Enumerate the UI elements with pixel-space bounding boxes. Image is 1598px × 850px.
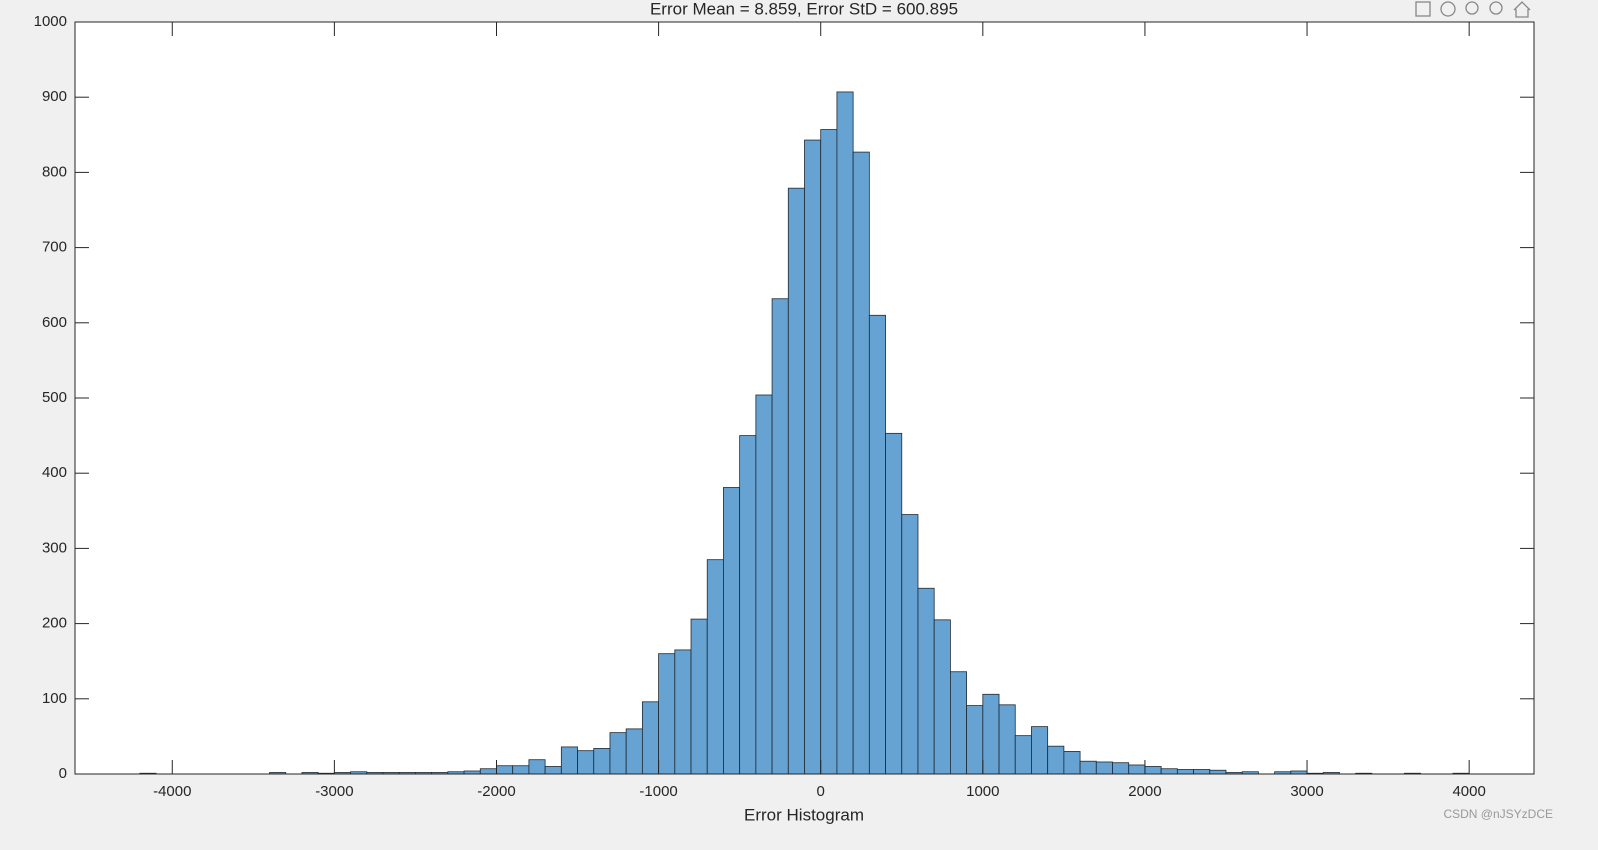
bar — [544, 766, 562, 775]
bar — [1014, 735, 1032, 775]
y-tick-label: 800 — [42, 163, 67, 180]
bar — [1095, 761, 1113, 775]
x-tick-label: 2000 — [1128, 783, 1161, 800]
toolbar-zoom-out[interactable] — [1489, 1, 1503, 15]
bar — [1160, 768, 1178, 775]
bar — [852, 151, 870, 775]
x-tick-label: 3000 — [1290, 783, 1323, 800]
y-tick-label: 300 — [42, 539, 67, 556]
bar — [820, 129, 838, 775]
bar — [723, 487, 741, 775]
x-axis-label: Error Histogram — [744, 805, 864, 824]
bar — [917, 587, 935, 775]
y-tick-label: 500 — [42, 389, 67, 406]
bar — [885, 432, 903, 775]
y-tick-label: 600 — [42, 314, 67, 331]
bar — [1209, 769, 1227, 775]
x-tick-label: -4000 — [153, 783, 191, 800]
bar — [1112, 762, 1130, 775]
bar — [593, 748, 611, 775]
bar — [868, 314, 886, 775]
bar — [739, 435, 757, 775]
bar — [479, 768, 497, 775]
toolbar-zoom-in[interactable] — [1465, 1, 1479, 15]
bar — [966, 705, 984, 775]
watermark: CSDN @nJSYzDCE — [1443, 807, 1553, 821]
bar — [836, 91, 854, 775]
toolbar-export[interactable] — [1415, 1, 1431, 17]
bar — [901, 514, 919, 775]
bar — [771, 298, 789, 775]
bar — [1128, 764, 1146, 775]
bar — [982, 693, 1000, 775]
bar — [609, 732, 627, 775]
bar — [706, 559, 724, 775]
chart-title: Error Mean = 8.859, Error StD = 600.895 — [650, 0, 958, 18]
y-tick-label: 700 — [42, 239, 67, 256]
bar — [658, 653, 676, 775]
x-tick-label: -2000 — [477, 783, 515, 800]
y-tick-label: 0 — [59, 765, 67, 782]
bar — [1193, 769, 1211, 775]
bar — [512, 765, 530, 775]
bar — [1031, 726, 1049, 775]
bar — [577, 750, 595, 775]
y-tick-label: 1000 — [34, 13, 67, 30]
bar — [528, 759, 546, 775]
x-tick-label: -3000 — [315, 783, 353, 800]
bar — [641, 701, 660, 775]
bar — [560, 746, 578, 775]
y-tick-label: 200 — [42, 615, 67, 632]
bar — [933, 619, 951, 775]
bar — [690, 618, 708, 775]
bar — [755, 394, 773, 775]
bar — [1047, 745, 1065, 775]
toolbar-home[interactable] — [1513, 1, 1531, 18]
bar — [787, 187, 805, 775]
bar — [1176, 769, 1194, 775]
bar — [804, 139, 822, 775]
x-tick-label: 1000 — [966, 783, 999, 800]
bar — [1144, 766, 1162, 775]
bar — [674, 649, 692, 775]
toolbar[interactable] — [1415, 1, 1531, 18]
x-tick-label: 0 — [817, 783, 825, 800]
bar — [998, 704, 1016, 775]
toolbar-pan[interactable] — [1440, 1, 1456, 17]
bar — [625, 728, 643, 775]
y-tick-label: 400 — [42, 464, 67, 481]
bar — [1063, 751, 1081, 775]
bar — [496, 765, 514, 775]
bar — [1079, 760, 1097, 775]
y-tick-label: 100 — [42, 690, 67, 707]
y-tick-label: 900 — [42, 88, 67, 105]
x-tick-label: 4000 — [1452, 783, 1485, 800]
x-tick-label: -1000 — [639, 783, 677, 800]
bar — [950, 671, 968, 775]
